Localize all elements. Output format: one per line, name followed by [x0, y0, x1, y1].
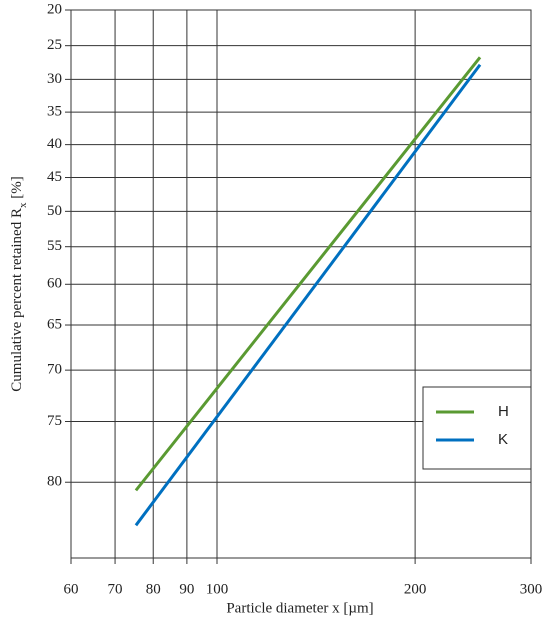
- y-tick-label: 40: [47, 136, 62, 152]
- x-tick-label: 200: [404, 581, 427, 597]
- x-tick-label: 300: [520, 581, 543, 597]
- y-label-subscript: x: [17, 202, 29, 208]
- y-tick-label: 30: [47, 71, 62, 87]
- y-tick-label: 80: [47, 474, 62, 490]
- y-tick-label: 50: [47, 203, 62, 219]
- y-tick-label: 65: [47, 316, 62, 332]
- y-axis-label: Cumulative percent retained Rx [%]: [9, 176, 28, 391]
- data-line: [134, 63, 482, 527]
- legend-label: K: [498, 431, 508, 448]
- y-tick-label: 55: [47, 238, 62, 254]
- y-tick-label: 45: [47, 169, 62, 185]
- y-label-text: Cumulative percent retained R: [9, 208, 25, 392]
- legend-label: H: [498, 403, 509, 420]
- plot-frame: [70, 9, 532, 559]
- legend-box: [422, 386, 532, 470]
- y-label-unit: [%]: [9, 176, 25, 199]
- y-tick-label: 20: [47, 1, 62, 17]
- x-tick-label: 70: [108, 581, 123, 597]
- y-tick-label: 25: [47, 37, 62, 53]
- y-tick-label: 35: [47, 104, 62, 120]
- x-tick-label: 90: [179, 581, 194, 597]
- y-tick-label: 75: [47, 413, 62, 429]
- x-tick-label: 80: [146, 581, 161, 597]
- x-tick-label: 100: [206, 581, 229, 597]
- y-tick-label: 70: [47, 362, 62, 378]
- y-tick-label: 60: [47, 276, 62, 292]
- x-axis-label: Particle diameter x [µm]: [226, 600, 373, 616]
- data-line: [134, 56, 482, 492]
- x-tick-label: 60: [64, 581, 79, 597]
